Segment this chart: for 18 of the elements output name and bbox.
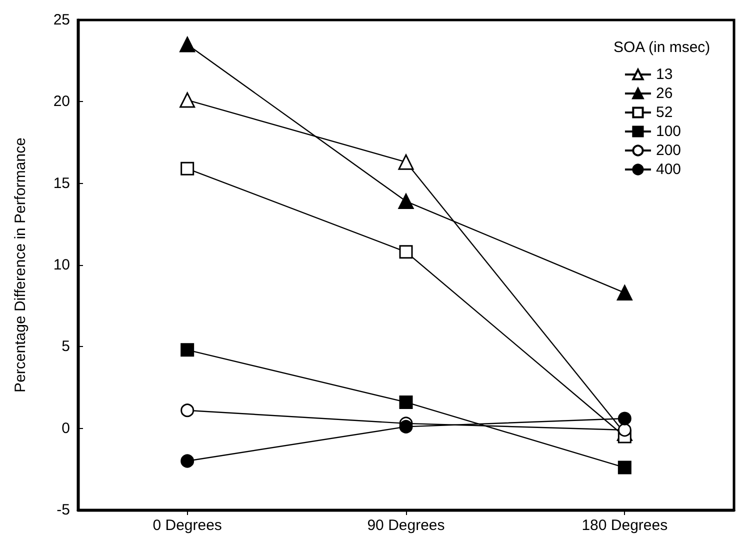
y-tick-label: 15 xyxy=(53,174,70,192)
y-tick-label: 20 xyxy=(53,93,70,110)
y-tick-label: -5 xyxy=(56,502,70,518)
legend-label: 100 xyxy=(656,123,682,140)
y-tick-label: 10 xyxy=(53,256,70,274)
y-tick-label: 25 xyxy=(53,12,70,28)
x-tick-label: 90 Degrees xyxy=(367,517,445,534)
y-tick-label: 0 xyxy=(62,420,70,437)
legend-label: 400 xyxy=(656,161,682,178)
legend-label: 200 xyxy=(656,142,682,159)
legend-label: 13 xyxy=(656,66,673,83)
legend-label: 52 xyxy=(656,104,673,121)
y-axis-title: Percentage Difference in Performance xyxy=(12,138,29,392)
x-tick-label: 0 Degrees xyxy=(152,517,222,534)
y-tick-label: 5 xyxy=(62,338,70,356)
x-tick-label: 180 Degrees xyxy=(582,517,668,534)
legend-title: SOA (in msec) xyxy=(613,39,710,56)
legend-label: 26 xyxy=(656,85,673,102)
